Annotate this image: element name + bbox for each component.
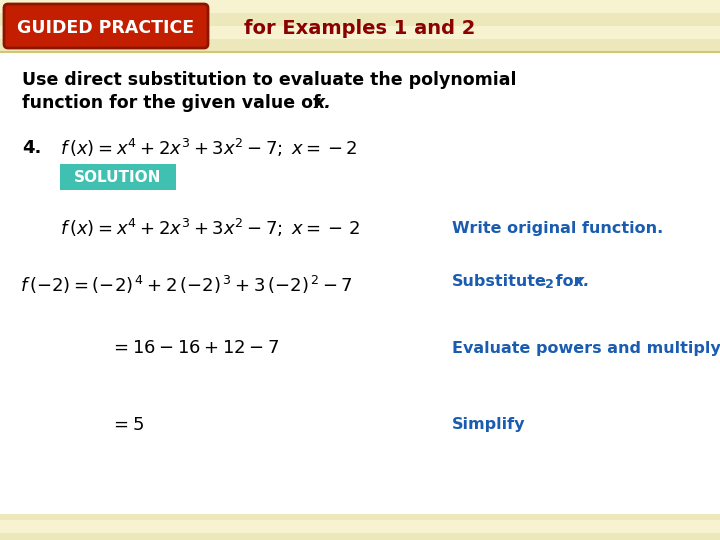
Bar [0,0,720,13]
Bar [0,143,720,156]
Text: SOLUTION: SOLUTION [74,170,162,185]
Bar [0,533,720,540]
Bar [0,481,720,494]
Bar [0,78,720,91]
Text: Simplify: Simplify [452,417,526,433]
Text: x.: x. [574,274,590,289]
Bar [0,13,720,26]
Text: Evaluate powers and multiply.: Evaluate powers and multiply. [452,341,720,355]
Text: Use direct substitution to evaluate the polynomial: Use direct substitution to evaluate the … [22,71,516,89]
Bar [0,507,720,520]
Bar [0,221,720,234]
Bar [0,364,720,377]
Text: $f\,(x) = x^4 + 2x^3 + 3x^2 - 7;\; x = -2$: $f\,(x) = x^4 + 2x^3 + 3x^2 - 7;\; x = -… [60,137,358,159]
Bar [0,156,720,169]
Text: x.: x. [314,94,332,112]
Bar [0,39,720,52]
Bar [0,91,720,104]
FancyBboxPatch shape [4,4,208,48]
Bar [0,377,720,390]
Bar [0,208,720,221]
Text: 4.: 4. [22,139,41,157]
Text: $f\,(-2) = (-2)^{\,4} + 2\,(-2)^{\,3} + 3\,(-2)^{\,2} - 7$: $f\,(-2) = (-2)^{\,4} + 2\,(-2)^{\,3} + … [20,274,353,296]
Bar [0,52,720,514]
Bar [0,299,720,312]
Bar [0,455,720,468]
Text: function for the given value of: function for the given value of [22,94,327,112]
Bar [0,312,720,325]
Bar [0,260,720,273]
Bar [0,26,720,39]
Bar [0,182,720,195]
Bar [0,520,720,533]
Bar [0,325,720,338]
Bar [0,390,720,403]
Bar [0,403,720,416]
Bar [0,338,720,351]
Bar [0,468,720,481]
Text: for Examples 1 and 2: for Examples 1 and 2 [244,18,476,37]
Bar [0,247,720,260]
Text: –2: –2 [539,279,554,292]
Text: for: for [550,274,588,289]
Bar [0,195,720,208]
Text: $= 16 - 16 + 12 - 7$: $= 16 - 16 + 12 - 7$ [110,339,279,357]
Text: $f\,(x) = x^4 + 2x^3 + 3x^2 - 7;\; x = -\,2$: $f\,(x) = x^4 + 2x^3 + 3x^2 - 7;\; x = -… [60,217,361,239]
FancyBboxPatch shape [60,164,176,190]
Text: $= 5$: $= 5$ [110,416,144,434]
Bar [0,52,720,65]
Bar [0,65,720,78]
Bar [0,117,720,130]
Bar [0,442,720,455]
Bar [0,169,720,182]
Text: Write original function.: Write original function. [452,220,663,235]
Bar [0,429,720,442]
Bar [0,104,720,117]
Text: GUIDED PRACTICE: GUIDED PRACTICE [17,19,194,37]
Bar [0,416,720,429]
Bar [0,494,720,507]
Bar [0,351,720,364]
Bar [0,273,720,286]
Bar [0,130,720,143]
Bar [0,234,720,247]
Text: Substitute: Substitute [452,274,547,289]
Bar [0,286,720,299]
